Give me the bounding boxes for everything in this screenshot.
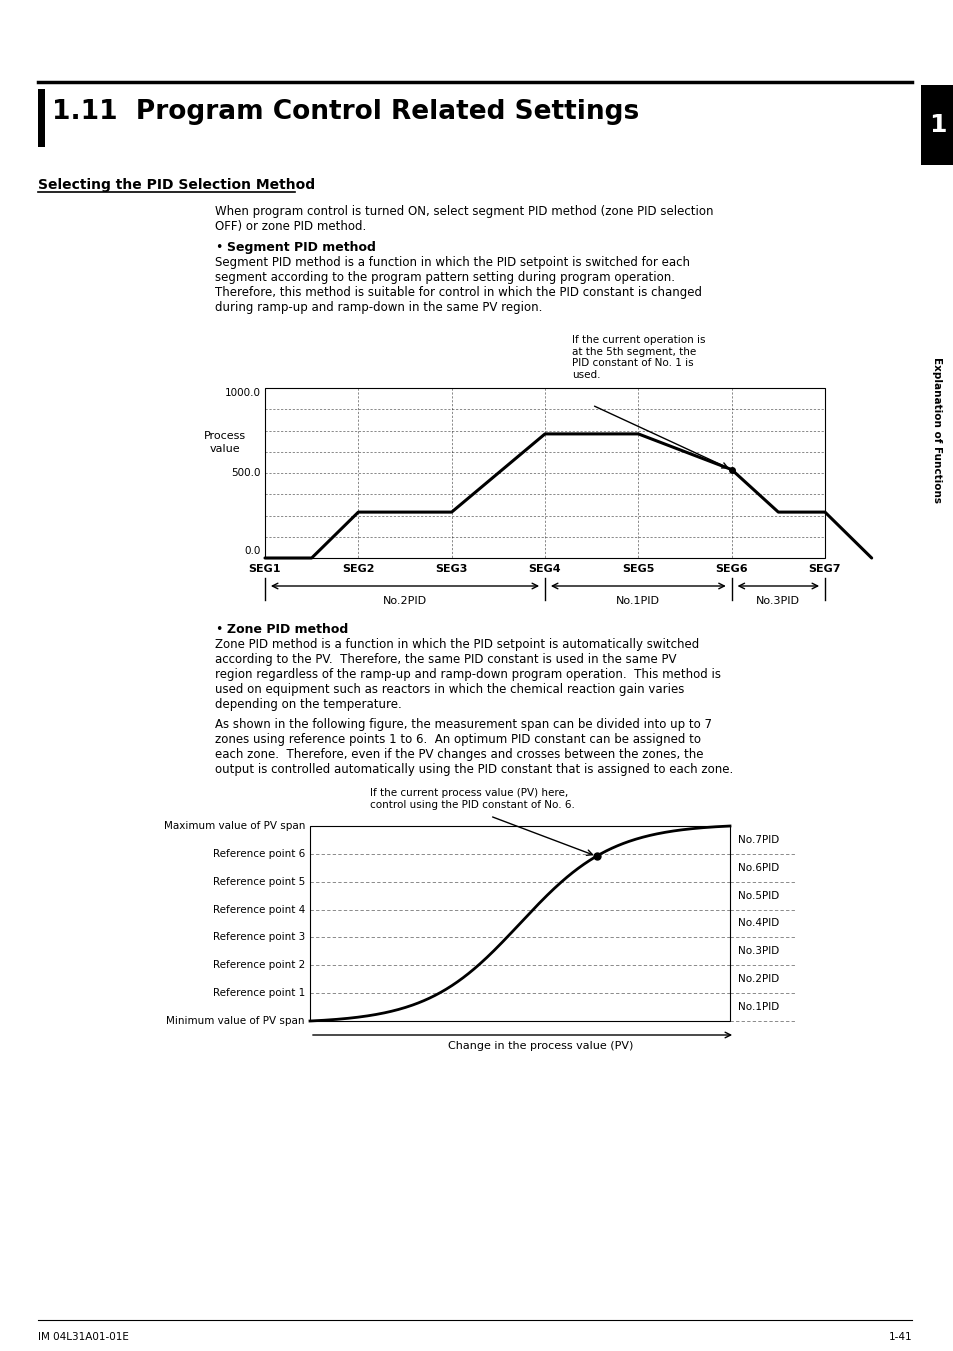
Text: Reference point 5: Reference point 5: [213, 877, 305, 886]
Text: SEG4: SEG4: [528, 563, 560, 574]
Text: Explanation of Functions: Explanation of Functions: [931, 357, 942, 503]
Text: SEG3: SEG3: [435, 563, 467, 574]
Text: depending on the temperature.: depending on the temperature.: [214, 698, 401, 711]
Text: Reference point 1: Reference point 1: [213, 988, 305, 998]
Bar: [38, 89, 45, 147]
Text: Minimum value of PV span: Minimum value of PV span: [167, 1016, 305, 1025]
Text: No.5PID: No.5PID: [738, 890, 779, 901]
Text: •: •: [214, 623, 222, 636]
Text: No.7PID: No.7PID: [738, 835, 779, 844]
Text: SEG7: SEG7: [808, 563, 841, 574]
Text: No.2PID: No.2PID: [382, 596, 427, 607]
Text: If the current operation is
at the 5th segment, the
PID constant of No. 1 is
use: If the current operation is at the 5th s…: [572, 335, 705, 380]
Text: No.4PID: No.4PID: [738, 919, 779, 928]
Text: No.6PID: No.6PID: [738, 863, 779, 873]
Text: 1.11  Program Control Related Settings: 1.11 Program Control Related Settings: [52, 99, 639, 126]
Text: zones using reference points 1 to 6.  An optimum PID constant can be assigned to: zones using reference points 1 to 6. An …: [214, 734, 700, 746]
Text: Maximum value of PV span: Maximum value of PV span: [164, 821, 305, 831]
Text: OFF) or zone PID method.: OFF) or zone PID method.: [214, 220, 366, 232]
Text: 1-41: 1-41: [887, 1332, 911, 1342]
Text: 1: 1: [928, 113, 945, 136]
Text: Selecting the PID Selection Method: Selecting the PID Selection Method: [38, 178, 314, 192]
Text: SEG1: SEG1: [249, 563, 281, 574]
Text: Reference point 6: Reference point 6: [213, 848, 305, 859]
Text: As shown in the following figure, the measurement span can be divided into up to: As shown in the following figure, the me…: [214, 717, 711, 731]
Text: No.3PID: No.3PID: [756, 596, 800, 607]
Text: 1000.0: 1000.0: [225, 388, 261, 399]
Text: Segment PID method is a function in which the PID setpoint is switched for each: Segment PID method is a function in whic…: [214, 255, 689, 269]
Text: used on equipment such as reactors in which the chemical reaction gain varies: used on equipment such as reactors in wh…: [214, 684, 683, 696]
Text: SEG6: SEG6: [715, 563, 747, 574]
Text: 500.0: 500.0: [232, 467, 261, 478]
Text: SEG5: SEG5: [621, 563, 654, 574]
Text: SEG2: SEG2: [342, 563, 375, 574]
Text: If the current process value (PV) here,
control using the PID constant of No. 6.: If the current process value (PV) here, …: [370, 788, 575, 809]
Text: IM 04L31A01-01E: IM 04L31A01-01E: [38, 1332, 129, 1342]
Bar: [265, 388, 824, 558]
Text: When program control is turned ON, select segment PID method (zone PID selection: When program control is turned ON, selec…: [214, 205, 713, 218]
Text: region regardless of the ramp-up and ramp-down program operation.  This method i: region regardless of the ramp-up and ram…: [214, 667, 720, 681]
Bar: [920, 85, 953, 165]
Text: Segment PID method: Segment PID method: [227, 240, 375, 254]
Bar: [310, 825, 729, 1021]
Text: Process
value: Process value: [204, 431, 246, 454]
Text: output is controlled automatically using the PID constant that is assigned to ea: output is controlled automatically using…: [214, 763, 733, 775]
Text: Zone PID method: Zone PID method: [227, 623, 348, 636]
Text: segment according to the program pattern setting during program operation.: segment according to the program pattern…: [214, 272, 675, 284]
Text: Reference point 2: Reference point 2: [213, 961, 305, 970]
Text: according to the PV.  Therefore, the same PID constant is used in the same PV: according to the PV. Therefore, the same…: [214, 653, 676, 666]
Text: 0.0: 0.0: [244, 546, 261, 557]
Text: •: •: [214, 240, 222, 254]
Text: each zone.  Therefore, even if the PV changes and crosses between the zones, the: each zone. Therefore, even if the PV cha…: [214, 748, 702, 761]
Text: Change in the process value (PV): Change in the process value (PV): [448, 1042, 633, 1051]
Text: Zone PID method is a function in which the PID setpoint is automatically switche: Zone PID method is a function in which t…: [214, 638, 699, 651]
Text: No.1PID: No.1PID: [616, 596, 659, 607]
Text: No.1PID: No.1PID: [738, 1002, 779, 1012]
Text: No.2PID: No.2PID: [738, 974, 779, 985]
Text: during ramp-up and ramp-down in the same PV region.: during ramp-up and ramp-down in the same…: [214, 301, 542, 313]
Text: Reference point 4: Reference point 4: [213, 905, 305, 915]
Text: No.3PID: No.3PID: [738, 946, 779, 957]
Text: Reference point 3: Reference point 3: [213, 932, 305, 943]
Text: Therefore, this method is suitable for control in which the PID constant is chan: Therefore, this method is suitable for c…: [214, 286, 701, 299]
